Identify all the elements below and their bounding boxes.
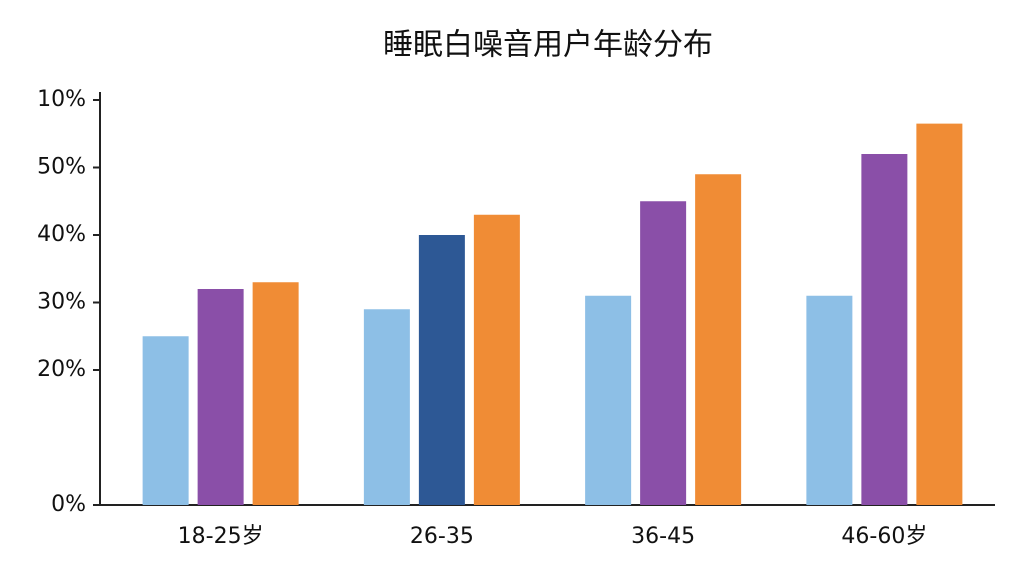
- y-tick-label: 20%: [37, 357, 86, 382]
- bar: [640, 201, 687, 505]
- bar: [418, 235, 465, 505]
- y-tick-label: 40%: [37, 222, 86, 247]
- bar: [861, 154, 908, 505]
- y-tick-label: 0%: [51, 492, 86, 517]
- bar: [916, 123, 963, 505]
- bar: [363, 309, 410, 505]
- bar: [806, 295, 853, 505]
- chart-title: 睡眠白噪音用户年龄分布: [383, 28, 713, 63]
- y-tick-label: 10%: [37, 87, 86, 112]
- x-tick-label: 36-45: [631, 524, 695, 549]
- x-tick-label: 18-25岁: [178, 524, 264, 549]
- bar: [252, 282, 299, 505]
- bar: [695, 174, 742, 505]
- bar: [585, 295, 632, 505]
- x-tick-label: 26-35: [410, 524, 474, 549]
- bar: [473, 214, 520, 505]
- bar: [197, 289, 244, 505]
- y-tick-label: 30%: [37, 290, 86, 315]
- x-tick-label: 46-60岁: [841, 524, 927, 549]
- y-tick-label: 50%: [37, 155, 86, 180]
- bar: [142, 336, 189, 505]
